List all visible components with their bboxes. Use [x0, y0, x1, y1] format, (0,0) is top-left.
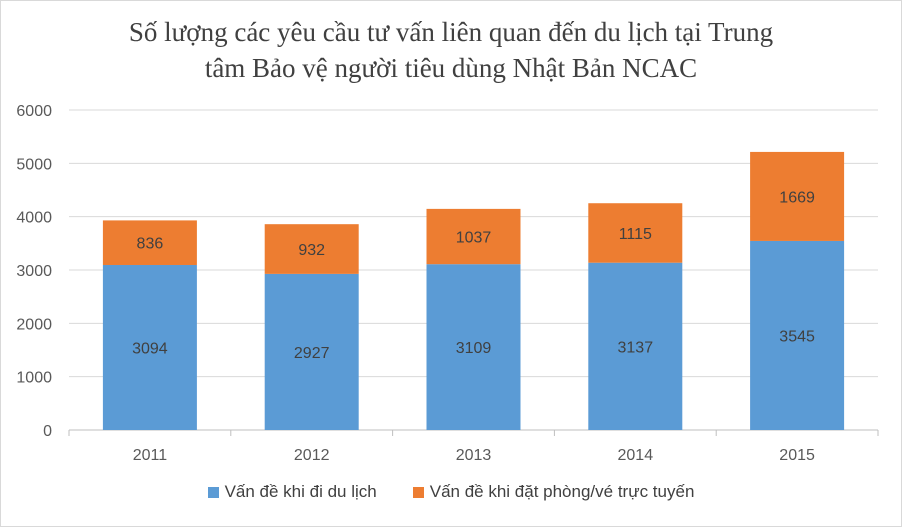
x-tick-label: 2015: [779, 447, 815, 464]
data-label-travel: 3109: [456, 340, 492, 357]
data-label-travel: 3545: [779, 328, 815, 345]
data-label-online: 836: [137, 236, 164, 253]
bar-travel: [750, 240, 845, 430]
data-label-online: 932: [298, 242, 325, 259]
legend-label-travel: Vấn đề khi đi du lịch: [224, 482, 377, 501]
y-tick-label: 3000: [16, 263, 52, 280]
legend-item-travel: Vấn đề khi đi du lịch: [207, 482, 377, 502]
y-tick-label: 0: [43, 423, 52, 440]
chart-title-line-2: tâm Bảo vệ người tiêu dùng Nhật Bản NCAC: [204, 53, 698, 83]
y-tick-label: 5000: [16, 156, 52, 173]
bar-online: [264, 224, 359, 274]
bar-online: [426, 208, 521, 265]
chart-title: Số lượng các yêu cầu tư vấn liên quan đế…: [0, 14, 902, 86]
data-label-online: 1037: [456, 230, 492, 247]
y-tick-label: 1000: [16, 370, 52, 387]
bar-online: [750, 151, 845, 241]
legend-label-online: Vấn đề khi đặt phòng/vé trực tuyến: [429, 482, 695, 501]
x-tick-label: 2012: [294, 447, 330, 464]
data-label-travel: 2927: [294, 345, 330, 362]
data-label-travel: 3137: [618, 339, 654, 356]
data-label-travel: 3094: [132, 340, 168, 357]
legend-item-online: Vấn đề khi đặt phòng/vé trực tuyến: [412, 482, 695, 502]
y-tick-label: 6000: [16, 103, 52, 120]
legend-swatch-travel: [207, 486, 219, 498]
x-tick-label: 2013: [456, 447, 492, 464]
chart-title-line-1: Số lượng các yêu cầu tư vấn liên quan đế…: [128, 17, 774, 47]
data-label-online: 1669: [779, 189, 815, 206]
bar-travel: [588, 262, 683, 430]
data-label-online: 1115: [619, 226, 652, 243]
legend: Vấn đề khi đi du lịch Vấn đề khi đặt phò…: [0, 482, 902, 502]
bar-online: [588, 203, 683, 263]
bar-travel: [264, 273, 359, 430]
x-tick-label: 2011: [133, 447, 168, 464]
y-tick-label: 2000: [16, 316, 52, 333]
x-tick-label: 2014: [618, 447, 654, 464]
bar-travel: [426, 264, 521, 430]
bar-online: [102, 220, 197, 265]
legend-swatch-online: [412, 486, 424, 498]
bar-travel: [102, 264, 197, 430]
y-tick-label: 4000: [16, 210, 52, 227]
